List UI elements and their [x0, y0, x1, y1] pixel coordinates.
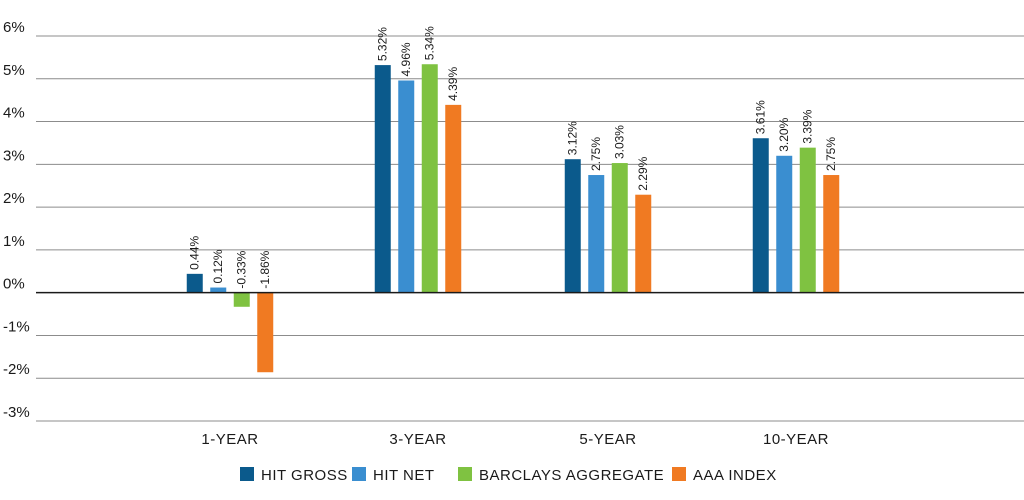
- data-label: -0.33%: [235, 250, 249, 288]
- data-label: 2.75%: [589, 137, 603, 171]
- bar-aaa-index-10-year: [823, 175, 840, 293]
- data-label: 3.61%: [754, 100, 768, 134]
- y-tick-label: 1%: [3, 233, 25, 250]
- bar-aaa-index-3-year: [445, 104, 462, 293]
- y-tick-label: -3%: [3, 404, 30, 421]
- bar-hit-net-3-year: [398, 80, 415, 293]
- legend-label: AAA INDEX: [693, 467, 777, 484]
- bar-barclays-aggregate-5-year: [611, 163, 628, 293]
- legend: HIT GROSS HIT NET BARCLAYS AGGREGATE AAA IN…: [240, 467, 777, 484]
- x-tick-label: 3-YEAR: [389, 431, 446, 448]
- data-label: 2.29%: [636, 156, 650, 190]
- bar-barclays-aggregate-1-year: [233, 292, 250, 307]
- y-tick-label: -2%: [3, 361, 30, 378]
- data-label: 0.12%: [211, 249, 225, 283]
- legend-swatch: [458, 467, 472, 481]
- data-label: 3.12%: [566, 121, 580, 155]
- bar-hit-gross-5-year: [564, 159, 581, 293]
- bar-aaa-index-5-year: [635, 194, 652, 293]
- bar-aaa-index-1-year: [257, 292, 274, 373]
- data-label: 5.34%: [423, 26, 437, 60]
- data-label: 3.03%: [613, 125, 627, 159]
- data-label: 0.44%: [188, 235, 202, 269]
- bar-barclays-aggregate-3-year: [421, 64, 438, 293]
- gridlines: [36, 35, 1024, 422]
- y-tick-label: 6%: [3, 19, 25, 36]
- data-label: 4.96%: [399, 42, 413, 76]
- y-tick-label: 5%: [3, 62, 25, 79]
- y-tick-label: 3%: [3, 147, 25, 164]
- data-label: 5.32%: [376, 27, 390, 61]
- data-label: 3.39%: [801, 109, 815, 143]
- data-label: -1.86%: [258, 250, 272, 288]
- y-axis-tick-labels: 6% 5% 4% 3% 2% 1% 0% -1% -2% -3%: [3, 19, 30, 421]
- bar-hit-net-1-year: [210, 287, 227, 293]
- legend-label: HIT NET: [373, 467, 435, 484]
- x-tick-label: 1-YEAR: [201, 431, 258, 448]
- x-tick-label: 5-YEAR: [579, 431, 636, 448]
- y-tick-label: -1%: [3, 318, 30, 335]
- y-tick-label: 4%: [3, 105, 25, 122]
- legend-swatch: [240, 467, 254, 481]
- legend-swatch: [352, 467, 366, 481]
- x-tick-label: 10-YEAR: [763, 431, 829, 448]
- data-label: 3.20%: [777, 117, 791, 151]
- data-label: 2.75%: [824, 137, 838, 171]
- data-labels: 0.44% 0.12% -0.33% -1.86% 5.32% 4.96% 5.34% 4.3…: [188, 26, 839, 289]
- bar-hit-net-10-year: [776, 155, 793, 293]
- data-label: 4.39%: [446, 67, 460, 101]
- x-axis-tick-labels: 1-YEAR 3-YEAR 5-YEAR 10-YEAR: [201, 431, 829, 448]
- legend-label: HIT GROSS: [261, 467, 348, 484]
- bars: [186, 64, 840, 373]
- bar-hit-gross-1-year: [186, 273, 203, 293]
- y-tick-label: 2%: [3, 190, 25, 207]
- bar-barclays-aggregate-10-year: [799, 147, 816, 293]
- legend-label: BARCLAYS AGGREGATE: [479, 467, 664, 484]
- bar-hit-net-5-year: [588, 175, 605, 293]
- y-tick-label: 0%: [3, 276, 25, 293]
- legend-swatch: [672, 467, 686, 481]
- bar-hit-gross-10-year: [752, 138, 769, 293]
- bar-hit-gross-3-year: [374, 65, 391, 293]
